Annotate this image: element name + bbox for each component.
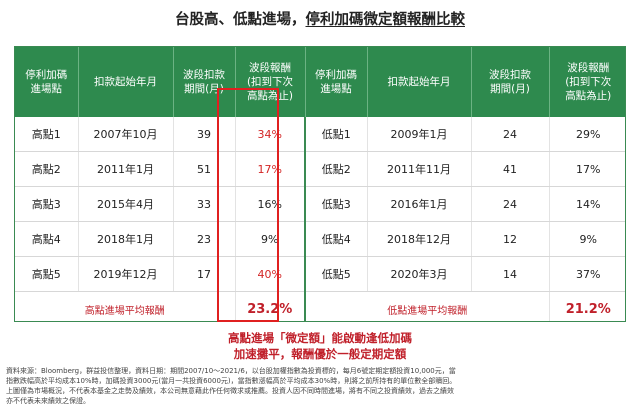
callout-text: 高點進場「微定額」能啟動逢低加碼 加速攤平，報酬優於一般定期定額 xyxy=(0,330,640,362)
table-cell: 23 xyxy=(173,221,236,257)
table-cell: 9% xyxy=(235,221,306,257)
header-cell: 停利加碼 進場點 xyxy=(15,47,79,117)
table-cell: 12 xyxy=(471,221,550,257)
table-cell: 16% xyxy=(235,186,306,222)
high-average-label: 高點進場平均報酬 xyxy=(15,291,236,321)
source-line: 資料來源：Bloomberg，群益投信整理，資料日期：期間2007/10～202… xyxy=(6,367,456,375)
table-cell: 37% xyxy=(549,256,625,292)
low-average-value: 21.2% xyxy=(549,291,625,321)
table-cell: 低點4 xyxy=(305,221,368,257)
table-cell: 低點2 xyxy=(305,151,368,187)
table-cell: 2019年12月 xyxy=(78,256,174,292)
table-cell: 高點1 xyxy=(15,117,79,152)
header-cell: 停利加碼 進場點 xyxy=(305,47,368,117)
table-cell: 2011年11月 xyxy=(367,151,472,187)
source-line: 指數跌幅高於平均成本10%時，加碼投資3000元(當月一共投資6000元)，當指… xyxy=(6,377,457,385)
table-cell: 高點3 xyxy=(15,186,79,222)
header-cell: 扣款起始年月 xyxy=(78,47,174,117)
table-cell: 高點2 xyxy=(15,151,79,187)
table-cell: 2018年1月 xyxy=(78,221,174,257)
table-cell: 低點3 xyxy=(305,186,368,222)
table-row: 高點5 2019年12月 17 40% 低點5 2020年3月 14 37% xyxy=(15,256,625,292)
high-average-value: 23.2% xyxy=(235,291,306,321)
table-cell: 40% xyxy=(235,256,306,292)
table-cell: 14% xyxy=(549,186,625,222)
table-cell: 高點4 xyxy=(15,221,79,257)
source-note: 資料來源：Bloomberg，群益投信整理，資料日期：期間2007/10～202… xyxy=(6,366,616,406)
table-cell: 14 xyxy=(471,256,550,292)
page-title: 台股高、低點進場，停利加碼微定額報酬比較 xyxy=(0,8,640,28)
table-cell: 2009年1月 xyxy=(367,117,472,152)
table-cell: 2020年3月 xyxy=(367,256,472,292)
table-cell: 17 xyxy=(173,256,236,292)
table-cell: 39 xyxy=(173,117,236,152)
table-row: 高點3 2015年4月 33 16% 低點3 2016年1月 24 14% xyxy=(15,186,625,222)
table-row: 高點1 2007年10月 39 34% 低點1 2009年1月 24 29% xyxy=(15,117,625,152)
header-cell: 波段報酬 (扣到下次 高點為止) xyxy=(235,47,306,117)
table-cell: 51 xyxy=(173,151,236,187)
table-cell: 2018年12月 xyxy=(367,221,472,257)
table-cell: 2015年4月 xyxy=(78,186,174,222)
table-cell: 9% xyxy=(549,221,625,257)
table-cell: 2016年1月 xyxy=(367,186,472,222)
callout-line: 加速攤平，報酬優於一般定期定額 xyxy=(233,347,407,361)
table-cell: 34% xyxy=(235,117,306,152)
table-cell: 17% xyxy=(235,151,306,187)
callout-line: 高點進場「微定額」能啟動逢低加碼 xyxy=(228,331,412,345)
table-cell: 低點1 xyxy=(305,117,368,152)
comparison-table: 停利加碼 進場點 扣款起始年月 波段扣款 期間(月) 波段報酬 (扣到下次 高點為止) … xyxy=(14,46,626,322)
table-cell: 高點5 xyxy=(15,256,79,292)
low-average-label: 低點進場平均報酬 xyxy=(305,291,550,321)
table-row: 高點2 2011年1月 51 17% 低點2 2011年11月 41 17% xyxy=(15,151,625,187)
table-cell: 33 xyxy=(173,186,236,222)
title-prefix: 台股高、低點進場， xyxy=(175,12,306,28)
table-cell: 24 xyxy=(471,117,550,152)
header-cell: 扣款起始年月 xyxy=(367,47,472,117)
average-row: 高點進場平均報酬 23.2% 低點進場平均報酬 21.2% xyxy=(15,291,625,321)
table-cell: 41 xyxy=(471,151,550,187)
table-cell: 低點5 xyxy=(305,256,368,292)
source-line: 亦不代表未來績效之保證。 xyxy=(6,397,90,405)
source-line: 上圖僅為市場概況，不代表本基金之走勢及績效，本公司無意藉此作任何徵求或推薦。投資… xyxy=(6,387,454,395)
table-cell: 17% xyxy=(549,151,625,187)
header-cell: 波段報酬 (扣到下次 高點為止) xyxy=(549,47,625,117)
table-cell: 24 xyxy=(471,186,550,222)
table-cell: 2011年1月 xyxy=(78,151,174,187)
header-cell: 波段扣款 期間(月) xyxy=(471,47,550,117)
title-underlined: 停利加碼微定額報酬比較 xyxy=(305,12,466,28)
table-cell: 2007年10月 xyxy=(78,117,174,152)
table-cell: 29% xyxy=(549,117,625,152)
header-cell: 波段扣款 期間(月) xyxy=(173,47,236,117)
table-row: 高點4 2018年1月 23 9% 低點4 2018年12月 12 9% xyxy=(15,221,625,257)
table-header-row: 停利加碼 進場點 扣款起始年月 波段扣款 期間(月) 波段報酬 (扣到下次 高點為止) … xyxy=(15,47,625,117)
